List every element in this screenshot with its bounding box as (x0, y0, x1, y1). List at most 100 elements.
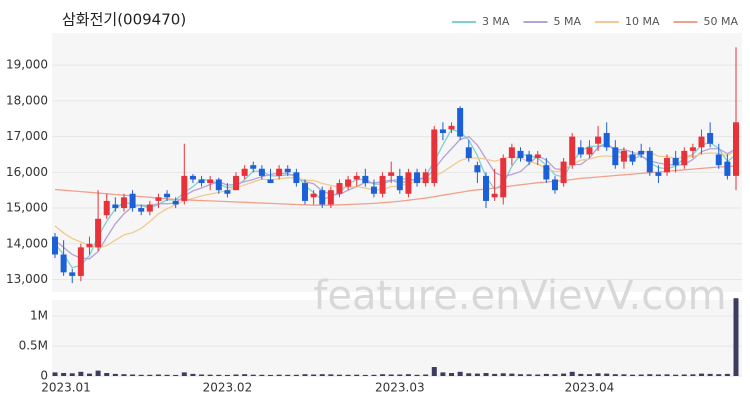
volume-bar (86, 373, 92, 376)
volume-bar (716, 374, 722, 376)
candle-body (629, 154, 636, 162)
volume-bar (233, 374, 239, 376)
y-tick-label: 15,000 (6, 201, 48, 215)
volume-bar (405, 374, 411, 376)
candle-body (353, 175, 360, 180)
candle-body (250, 165, 257, 169)
y-tick-label: 19,000 (6, 58, 48, 72)
candle-body (698, 136, 705, 148)
x-tick-label: 2023.04 (565, 381, 615, 395)
y-tick-label: 17,000 (6, 129, 48, 143)
candle-body (52, 236, 58, 255)
candle-body (198, 179, 205, 184)
x-tick-label: 2023.03 (375, 381, 425, 395)
volume-bar (638, 374, 644, 376)
candle-body (146, 204, 153, 212)
candle-body (500, 158, 507, 198)
candle-body (586, 147, 593, 155)
volume-bar (216, 374, 222, 376)
candle-body (715, 154, 722, 166)
candle-body (603, 133, 610, 148)
candle-body (569, 136, 576, 166)
y-tick-label: 18,000 (6, 93, 48, 107)
legend-label: 3 MA (482, 15, 510, 28)
volume-bar (483, 373, 489, 376)
volume-bar (569, 371, 575, 376)
candle-body (681, 150, 688, 166)
volume-bar (328, 374, 334, 376)
volume-bar (604, 373, 610, 376)
candle-body (293, 172, 300, 184)
ma-line (54, 135, 737, 260)
candle-body (474, 165, 481, 173)
candle-body (86, 243, 93, 248)
volume-bar (250, 374, 256, 376)
volume-bar (293, 374, 299, 376)
volume-bar (354, 374, 360, 376)
candle-body (120, 197, 127, 209)
volume-bar (164, 374, 170, 376)
volume-bar (612, 374, 618, 376)
candle-body (543, 165, 550, 180)
candle-body (483, 175, 490, 201)
y-tick-label: 1M (30, 309, 48, 323)
volume-bar (517, 374, 523, 376)
volume-bar (319, 374, 325, 376)
y-tick-label: 14,000 (6, 236, 48, 250)
candle-body (388, 172, 395, 176)
volume-bar (630, 374, 636, 376)
volume-bar (147, 374, 153, 376)
candle-body (189, 175, 196, 180)
volume-bar (380, 374, 386, 376)
candle-body (172, 200, 179, 205)
candle-body (112, 204, 119, 209)
candle-body (77, 247, 84, 276)
volume-bar (397, 374, 403, 376)
volume-bar (673, 374, 679, 376)
candle-body (207, 179, 214, 184)
candle-body (336, 183, 343, 194)
candle-body (491, 193, 498, 198)
candle-body (215, 179, 222, 191)
candle-body (422, 172, 429, 184)
candle-body (284, 168, 291, 173)
candle-body (129, 193, 136, 209)
volume-bar (224, 374, 230, 376)
candle-body (465, 147, 472, 159)
candle-body (414, 172, 421, 184)
candle-body (526, 154, 533, 162)
volume-bar (655, 374, 661, 376)
volume-bar (285, 374, 291, 376)
volume-bar (155, 374, 161, 376)
volume-bar (345, 374, 351, 376)
volume-bar (595, 373, 601, 376)
candle-body (620, 150, 627, 162)
y-tick-label: 0 (40, 369, 48, 383)
legend-label: 50 MA (703, 15, 738, 28)
volume-bar (388, 374, 394, 376)
price-panel (52, 33, 742, 292)
volume-bar (190, 373, 196, 376)
volume-bar (586, 374, 592, 376)
candle-body (258, 168, 265, 176)
candle-body (224, 190, 231, 194)
volume-bar (724, 373, 730, 376)
volume-bar (647, 374, 653, 376)
candle-body (276, 168, 283, 176)
candle-body (69, 272, 76, 276)
candle-body (733, 122, 739, 176)
volume-bar (138, 374, 144, 376)
y-tick-label: 16,000 (6, 165, 48, 179)
candle-body (60, 254, 67, 273)
volume-bar (509, 373, 515, 376)
volume-bar (112, 373, 118, 376)
candle-body (164, 193, 171, 198)
candle-body (664, 158, 671, 173)
candle-body (448, 125, 455, 130)
candle-body (724, 161, 731, 176)
volume-bar (242, 374, 248, 376)
candle-body (612, 147, 619, 166)
volume-bar (664, 374, 670, 376)
volume-bar (199, 374, 205, 376)
